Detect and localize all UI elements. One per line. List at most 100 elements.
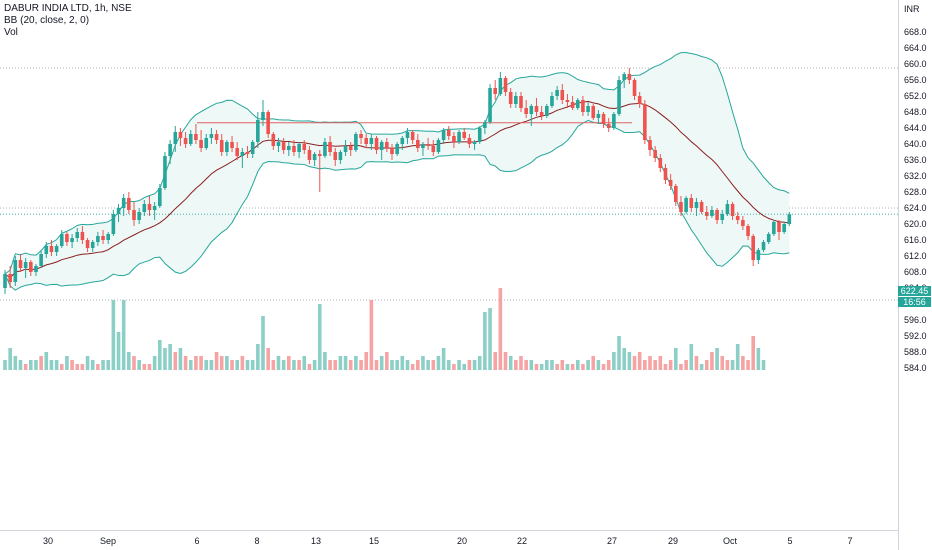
volume-bar[interactable] [534,364,539,370]
candle-body[interactable] [503,78,508,92]
volume-bar[interactable] [292,360,296,370]
volume-bar[interactable] [385,352,389,370]
candle-body[interactable] [369,138,374,144]
volume-bar[interactable] [426,360,430,370]
volume-bar[interactable] [54,360,59,370]
candle-body[interactable] [416,140,420,148]
candle-body[interactable] [452,136,456,142]
volume-bar[interactable] [596,360,601,370]
volume-bar[interactable] [421,356,425,370]
volume-bar[interactable] [328,360,332,370]
volume-bar[interactable] [338,356,343,370]
volume-bar[interactable] [287,356,291,370]
candle-body[interactable] [410,132,415,140]
candle-body[interactable] [34,266,38,272]
volume-bar[interactable] [364,352,368,370]
candle-body[interactable] [493,88,497,94]
volume-bar[interactable] [612,352,616,370]
volume-bar[interactable] [188,360,193,370]
volume-bar[interactable] [235,360,239,370]
volume-bar[interactable] [550,360,554,370]
volume-bar[interactable] [59,364,64,370]
volume-bar[interactable] [741,356,745,370]
volume-bar[interactable] [627,352,632,370]
candle-body[interactable] [54,246,59,252]
volume-bar[interactable] [80,364,85,370]
candle-body[interactable] [710,210,714,216]
volume-bar[interactable] [276,356,281,370]
candle-body[interactable] [612,114,616,128]
volume-bar[interactable] [643,360,647,370]
candle-body[interactable] [23,262,28,268]
volume-bar[interactable] [529,360,534,370]
volume-bar[interactable] [317,304,322,370]
candle-body[interactable] [519,96,523,108]
volume-bar[interactable] [555,364,559,370]
candle-body[interactable] [565,100,570,102]
volume-bar[interactable] [297,360,301,370]
volume-bar[interactable] [586,360,590,370]
volume-bar[interactable] [746,360,750,370]
volume-bar[interactable] [312,360,317,370]
candle-body[interactable] [766,234,771,242]
candle-body[interactable] [75,232,80,238]
volume-bar[interactable] [18,360,23,370]
candle-body[interactable] [431,146,436,152]
candle-body[interactable] [328,142,332,152]
candle-body[interactable] [80,232,85,240]
candle-body[interactable] [390,148,394,154]
candle-body[interactable] [49,246,54,252]
volume-bar[interactable] [111,300,116,370]
candle-body[interactable] [348,146,353,150]
candle-body[interactable] [508,92,513,104]
volume-bar[interactable] [245,360,250,370]
candle-body[interactable] [720,214,725,220]
candle-body[interactable] [188,134,193,144]
candle-body[interactable] [163,156,167,188]
candle-body[interactable] [545,106,549,116]
volume-bar[interactable] [730,360,735,370]
candle-body[interactable] [756,250,761,260]
candle-body[interactable] [581,100,585,112]
volume-bar[interactable] [85,356,90,370]
volume-bar[interactable] [70,360,74,370]
candle-body[interactable] [302,144,307,150]
volume-bar[interactable] [477,356,482,370]
candle-body[interactable] [235,148,239,156]
candle-body[interactable] [596,114,601,118]
volume-bar[interactable] [653,360,657,370]
candle-body[interactable] [59,234,64,246]
volume-bar[interactable] [194,356,198,370]
volume-bar[interactable] [622,348,626,370]
candle-body[interactable] [29,262,33,272]
candle-body[interactable] [550,96,554,106]
candle-body[interactable] [575,100,580,108]
candle-body[interactable] [245,152,250,154]
volume-bar[interactable] [147,364,152,370]
volume-bar[interactable] [116,332,121,370]
volume-bar[interactable] [323,352,327,370]
volume-bar[interactable] [44,352,49,370]
candle-body[interactable] [679,202,683,212]
candle-body[interactable] [643,104,647,140]
candle-body[interactable] [385,142,389,148]
volume-bar[interactable] [761,360,766,370]
candle-body[interactable] [142,204,147,212]
candle-body[interactable] [436,140,441,152]
candle-body[interactable] [317,154,322,156]
candle-body[interactable] [168,144,172,156]
volume-bar[interactable] [684,360,688,370]
volume-bar[interactable] [467,360,472,370]
candle-body[interactable] [606,124,611,128]
candle-body[interactable] [173,132,178,144]
volume-bar[interactable] [674,348,678,370]
volume-bar[interactable] [735,344,740,370]
candle-body[interactable] [761,242,766,250]
candle-body[interactable] [534,106,539,112]
volume-bar[interactable] [281,360,286,370]
volume-bar[interactable] [663,364,668,370]
volume-bar[interactable] [8,348,12,370]
volume-bar[interactable] [441,348,446,370]
volume-bar[interactable] [359,360,363,370]
volume-bar[interactable] [545,360,549,370]
